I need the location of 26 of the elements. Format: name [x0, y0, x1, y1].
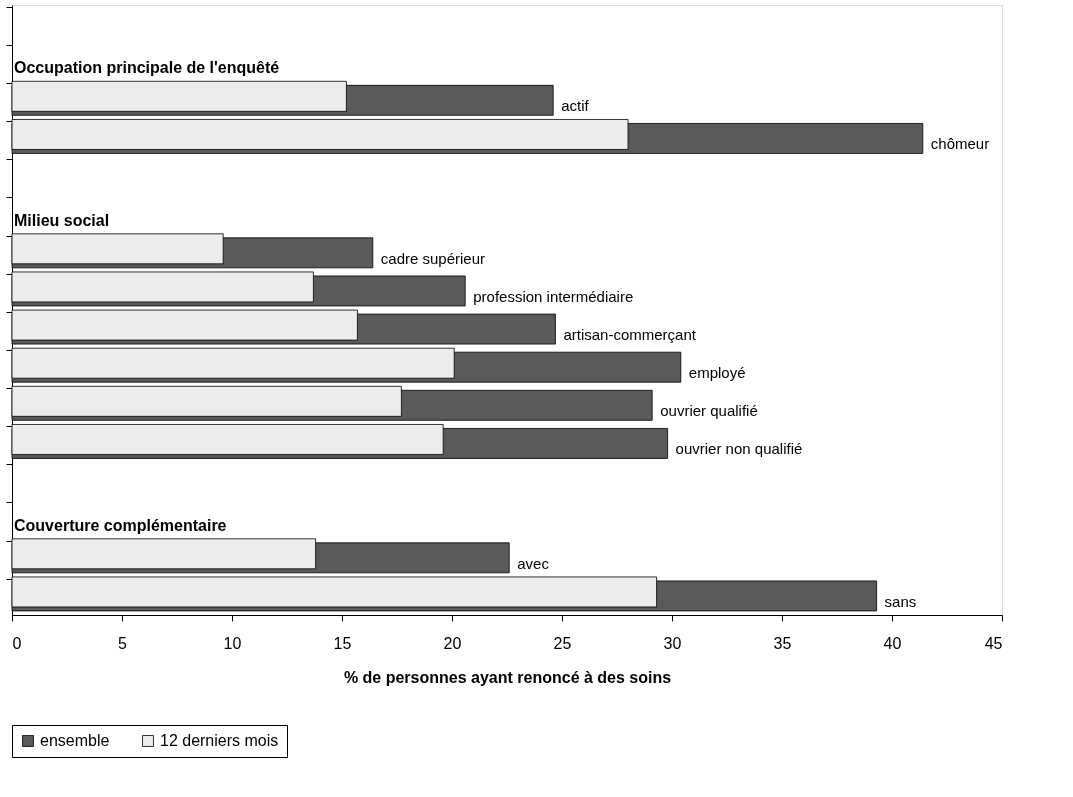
y-tick-label: sans: [884, 592, 917, 610]
x-tick-label: 20: [443, 634, 462, 652]
y-tick-label: Couverture complémentaire: [14, 516, 227, 534]
x-axis-title: % de personnes ayant renoncé à des soins: [343, 668, 672, 686]
y-tick-label: avec: [517, 554, 550, 572]
y-tick-label: profession intermédiaire: [473, 287, 634, 305]
x-tick-label: 40: [883, 634, 902, 652]
y-tick-label: Milieu social: [14, 211, 110, 229]
x-tick-label: 0: [12, 634, 22, 652]
legend-label: ensemble: [40, 732, 110, 749]
x-tick-label: 5: [118, 634, 128, 652]
x-tick-label: 15: [333, 634, 352, 652]
x-tick-label: 25: [553, 634, 572, 652]
y-tick-label: artisan-commerçant: [563, 326, 697, 344]
y-tick-label: chômeur: [930, 135, 990, 153]
x-tick-label: 10: [223, 634, 242, 652]
y-tick-label: ouvrier non qualifié: [675, 440, 803, 458]
legend-label: 12 derniers mois: [160, 732, 279, 749]
y-tick-label: actif: [561, 97, 590, 115]
y-tick-label: Occupation principale de l'enquêté: [14, 59, 280, 77]
y-tick-label: cadre supérieur: [380, 249, 486, 267]
y-tick-label: ouvrier qualifié: [660, 402, 758, 420]
x-tick-label: 30: [663, 634, 682, 652]
x-tick-label: 35: [773, 634, 792, 652]
y-tick-label: employé: [688, 364, 746, 382]
x-tick-label: 45: [984, 634, 1003, 652]
